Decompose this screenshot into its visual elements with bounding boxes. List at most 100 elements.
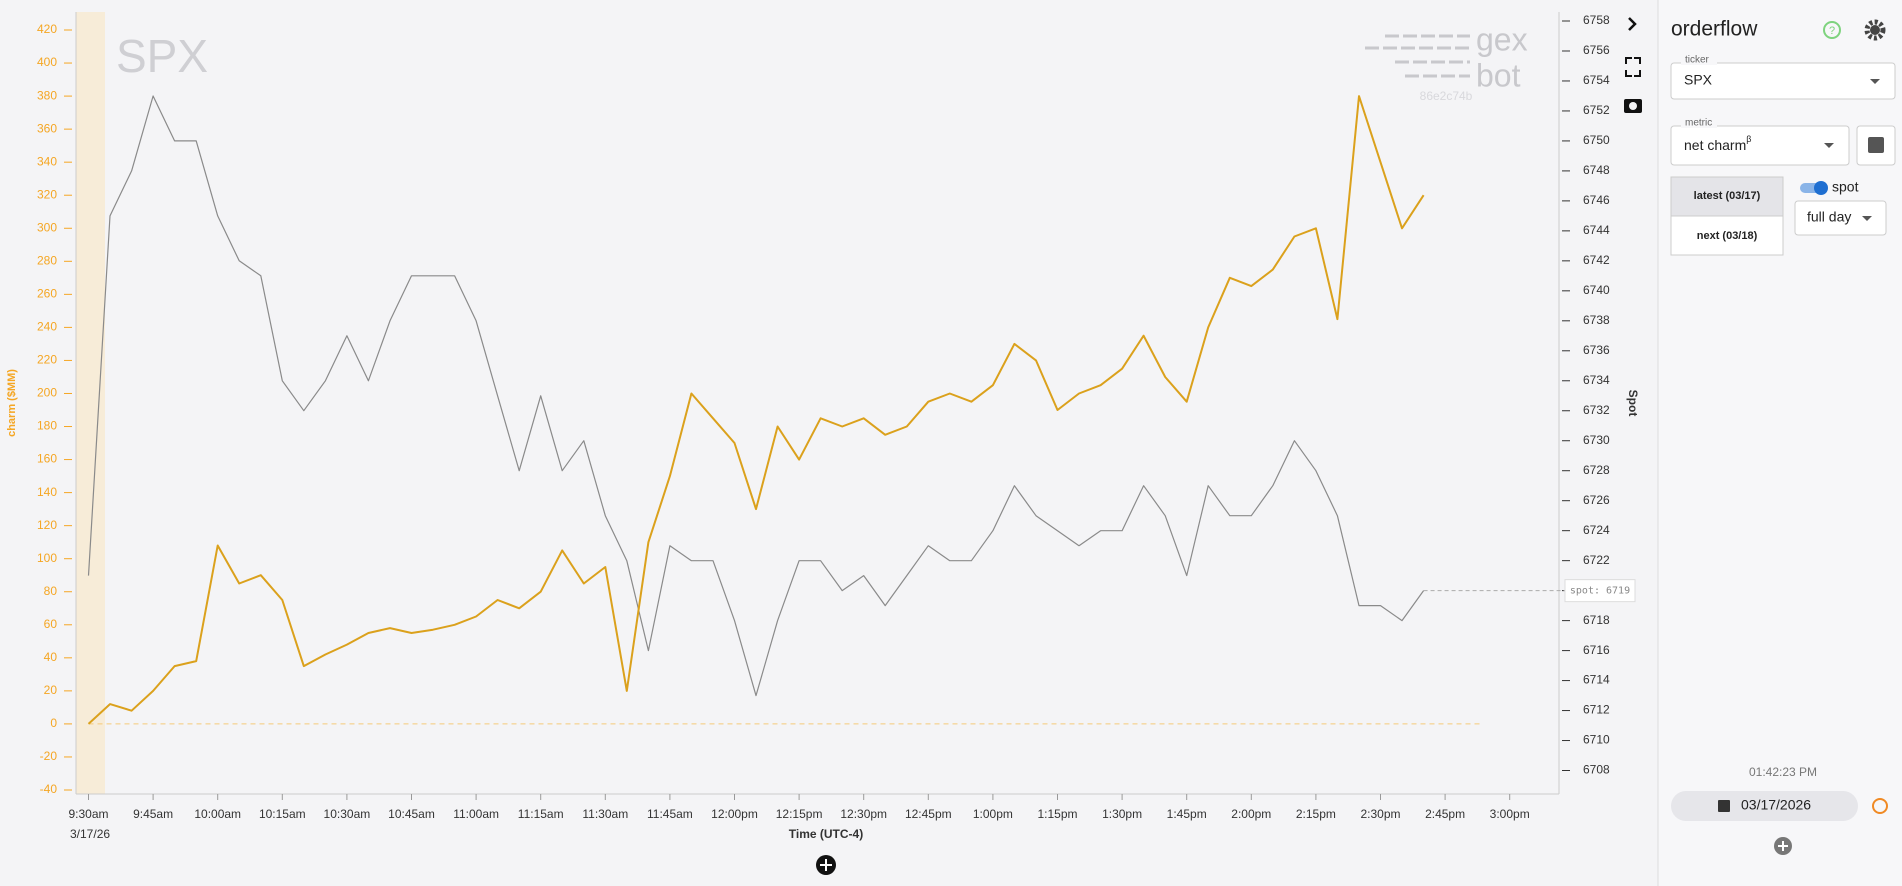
- add-icon: [820, 859, 832, 871]
- collapse-button[interactable]: [1628, 17, 1637, 31]
- y-tick-label: 340: [37, 154, 57, 168]
- x-tick-label: 11:45am: [647, 807, 693, 821]
- y2-tick-label: 6712: [1583, 703, 1610, 717]
- watermark: SPX: [116, 30, 208, 82]
- y-tick-label: -20: [40, 749, 58, 763]
- y-tick-label: 360: [37, 121, 57, 135]
- x-tick-label: 1:15pm: [1037, 807, 1077, 821]
- metric-name: net charm: [1684, 137, 1746, 153]
- calendar-icon: [1718, 800, 1730, 812]
- x-tick-label: 10:15am: [259, 807, 306, 821]
- y2-tick-label: 6732: [1583, 403, 1610, 417]
- y-tick-label: 180: [37, 419, 57, 433]
- y-tick-label: 140: [37, 485, 57, 499]
- x-date-label: 3/17/26: [70, 827, 110, 841]
- dropdown-arrow: [1870, 79, 1880, 84]
- help-icon: ?: [1829, 25, 1835, 37]
- y2-tick-label: 6708: [1583, 763, 1610, 777]
- x-tick-label: 2:15pm: [1296, 807, 1336, 821]
- y-tick-label: 0: [50, 716, 57, 730]
- sidebar-title: orderflow: [1671, 18, 1758, 41]
- dropdown-arrow: [1824, 143, 1834, 148]
- series-line: [87, 95, 1425, 725]
- y2-tick-label: 6728: [1583, 463, 1610, 477]
- x-tick-label: 9:45am: [133, 807, 173, 821]
- metric-select[interactable]: [1670, 125, 1850, 166]
- y2-tick-label: 6736: [1583, 343, 1610, 357]
- range-select[interactable]: [1794, 200, 1887, 236]
- y2-tick-label: 6746: [1583, 193, 1610, 207]
- y2-tick-label: 6756: [1583, 43, 1610, 57]
- x-tick-label: 12:00pm: [711, 807, 758, 821]
- add-icon: [1778, 841, 1788, 851]
- y-tick-label: 220: [37, 353, 57, 367]
- date-picker[interactable]: [1671, 791, 1858, 821]
- plot: -40 -20 0 20 40 60 80 100 120 140 160 180 200 220 240 2…: [37, 13, 1636, 821]
- x-tick-label: 9:30am: [68, 807, 108, 821]
- logo-text: gex: [1476, 21, 1528, 57]
- x-tick-label: 11:00am: [453, 807, 499, 821]
- expiry-latest[interactable]: [1670, 176, 1784, 217]
- y2-tick-label: 6752: [1583, 103, 1610, 117]
- chart-tools: [1624, 17, 1642, 113]
- spot-label: spot: 6719: [1570, 586, 1630, 597]
- label-gap: [1681, 118, 1717, 128]
- y2-tick-label: 6754: [1583, 73, 1610, 87]
- y2-tick-label: 6718: [1583, 613, 1610, 627]
- y-tick-label: 380: [37, 88, 57, 102]
- y2-tick-label: 6710: [1583, 733, 1610, 747]
- y2-tick-label: 6744: [1583, 223, 1610, 237]
- x-tick-label: 1:00pm: [973, 807, 1013, 821]
- y-tick-label: 160: [37, 452, 57, 466]
- y-tick-label: 80: [44, 584, 58, 598]
- date-value: 03/17/2026: [1741, 797, 1811, 813]
- series-line: [87, 95, 1425, 697]
- y2-tick-label: 6740: [1583, 283, 1610, 297]
- y2-tick-label: 6730: [1583, 433, 1610, 447]
- x-tick-label: 11:30am: [582, 807, 628, 821]
- expiry-next-label: next (03/18): [1697, 230, 1758, 242]
- chart-bg: [0, 0, 1658, 886]
- spot-toggle-knob: [1814, 181, 1828, 195]
- x-axis-title: Time (UTC-4): [789, 827, 863, 841]
- x-tick-label: 12:30pm: [840, 807, 887, 821]
- x-tick-label: 10:30am: [324, 807, 371, 821]
- help-button[interactable]: [1823, 21, 1841, 39]
- y-tick-label: 120: [37, 518, 57, 532]
- x-tick-label: 12:15pm: [776, 807, 823, 821]
- add-button[interactable]: [816, 855, 836, 875]
- metric-value: net charmβ: [1684, 134, 1751, 152]
- logo-id: 86e2c74b: [1420, 89, 1473, 103]
- settings-icon: [1870, 25, 1880, 35]
- y-tick-label: 320: [37, 187, 57, 201]
- y-tick-label: 280: [37, 253, 57, 267]
- y2-tick-label: 6738: [1583, 313, 1610, 327]
- premarket-band: [76, 12, 105, 794]
- metric-superscript: β: [1746, 134, 1751, 144]
- y2-tick-label: 6722: [1583, 553, 1610, 567]
- clock: 01:42:23 PM: [1749, 765, 1817, 779]
- dropdown-arrow: [1862, 216, 1872, 221]
- y-tick-label: 200: [37, 386, 57, 400]
- x-tick-label: 3:00pm: [1490, 807, 1530, 821]
- y2-tick-label: 6758: [1583, 13, 1610, 27]
- x-tick-label: 1:45pm: [1167, 807, 1207, 821]
- y2-tick-label: 6742: [1583, 253, 1610, 267]
- settings-button[interactable]: [1864, 19, 1886, 41]
- y2-tick-label: 6750: [1583, 133, 1610, 147]
- y2-tick-label: 6734: [1583, 373, 1610, 387]
- fullscreen-button[interactable]: [1625, 57, 1641, 77]
- chart-type-icon: [1868, 137, 1884, 153]
- ticker-select[interactable]: [1670, 62, 1896, 100]
- y2-tick-label: 6724: [1583, 523, 1610, 537]
- y-tick-label: 300: [37, 220, 57, 234]
- y-tick-label: 20: [44, 683, 58, 697]
- x-tick-label: 2:00pm: [1231, 807, 1271, 821]
- metric-label: metric: [1685, 118, 1712, 129]
- y2-axis-title: Spot: [1626, 390, 1640, 417]
- expiry-next[interactable]: [1670, 215, 1784, 256]
- history-button[interactable]: [1872, 798, 1888, 814]
- label-gap: [1681, 55, 1717, 65]
- ticker-label: ticker: [1685, 55, 1710, 66]
- y2-tick-label: 6714: [1583, 673, 1610, 687]
